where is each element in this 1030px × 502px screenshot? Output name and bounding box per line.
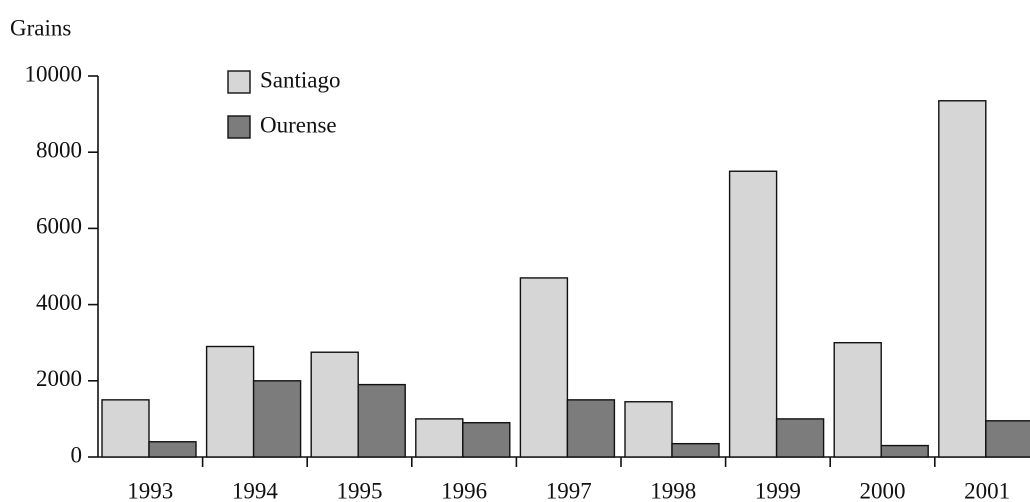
chart-title: Grains [10,15,71,40]
bar [985,420,1030,458]
legend-label: Ourense [260,112,337,137]
x-tick-label: 2000 [860,478,906,502]
x-tick-label: 2001 [964,478,1010,502]
bar [624,401,673,458]
y-tick-label: 10000 [25,61,83,86]
x-tick-label: 1993 [127,478,173,502]
bar [566,399,616,458]
bar [775,418,825,458]
bar [462,422,511,458]
bar [415,418,464,458]
y-tick-label: 4000 [36,290,82,315]
x-tick-label: 1997 [546,478,592,502]
bar [880,444,929,458]
x-tick-label: 1996 [441,478,487,502]
bar [833,342,882,458]
y-tick-label: 0 [71,442,83,467]
bar [938,100,987,458]
bar [671,442,720,458]
bar [148,441,197,458]
bar [205,345,255,458]
x-tick-label: 1995 [337,478,383,502]
bar [252,380,302,458]
bar [728,170,778,458]
y-tick-label: 2000 [36,366,82,391]
bar [357,383,406,458]
x-tick-label: 1994 [232,478,279,502]
bar [101,399,150,458]
bar [310,351,359,458]
bar [519,277,569,458]
legend-swatch [227,70,251,94]
y-tick-label: 8000 [36,137,82,162]
legend-swatch [227,115,251,139]
legend-label: Santiago [260,67,341,92]
x-tick-label: 1998 [650,478,696,502]
y-tick-label: 6000 [36,214,82,239]
x-tick-label: 1999 [755,478,801,502]
